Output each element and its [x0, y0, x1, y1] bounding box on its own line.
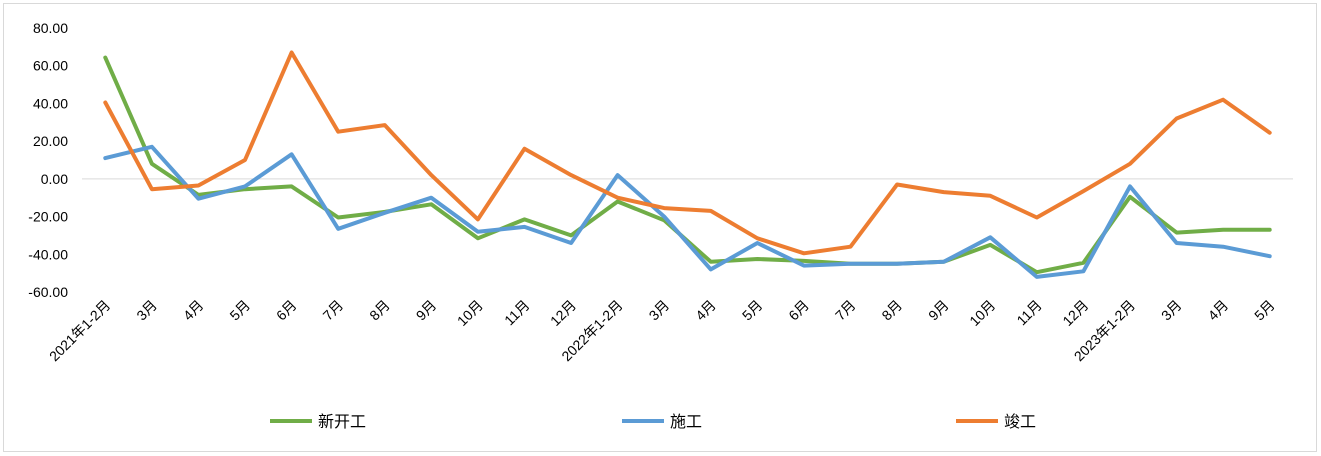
x-tick-label: 3月	[646, 297, 673, 324]
x-tick-label: 3月	[1158, 297, 1185, 324]
x-tick-label: 9月	[413, 297, 440, 324]
legend-label: 竣工	[1004, 412, 1036, 431]
legend-label: 新开工	[318, 412, 366, 431]
series-lines	[103, 50, 1272, 279]
x-tick-label: 10月	[966, 297, 998, 329]
x-tick-label: 2021年1-2月	[46, 297, 113, 364]
x-tick-label: 11月	[501, 297, 532, 328]
x-tick-label: 5月	[1251, 297, 1278, 324]
y-axis: 80.00 60.00 40.00 20.00 0.00 -20.00 -40.00 -60.…	[28, 20, 68, 300]
y-tick-label: -20.00	[28, 209, 68, 225]
y-tick-label: 0.00	[41, 171, 68, 187]
x-tick-label: 5月	[739, 297, 766, 324]
x-tick-label: 4月	[692, 297, 719, 324]
x-tick-label: 4月	[180, 297, 207, 324]
series-line-1	[103, 144, 1272, 279]
x-tick-label: 11月	[1013, 297, 1044, 328]
x-tick-label: 6月	[785, 297, 812, 324]
y-tick-label: 80.00	[33, 20, 68, 36]
x-tick-label: 10月	[454, 297, 486, 329]
x-tick-label: 5月	[226, 297, 253, 324]
x-tick-label: 7月	[832, 297, 859, 324]
x-tick-label: 12月	[1059, 297, 1091, 329]
x-tick-label: 12月	[547, 297, 579, 329]
x-tick-label: 6月	[273, 297, 300, 324]
x-tick-label: 7月	[320, 297, 347, 324]
y-tick-label: 60.00	[33, 58, 68, 74]
y-tick-label: 20.00	[33, 133, 68, 149]
y-tick-label: 40.00	[33, 95, 68, 111]
y-tick-label: -60.00	[28, 284, 68, 300]
legend-label: 施工	[670, 412, 702, 431]
chart-frame	[3, 3, 1317, 452]
x-tick-label: 8月	[366, 297, 393, 324]
x-tick-label: 9月	[925, 297, 952, 324]
y-tick-label: -40.00	[28, 246, 68, 262]
series-line-2	[103, 50, 1272, 256]
x-tick-label: 8月	[878, 297, 905, 324]
x-axis: 2021年1-2月 3月 4月 5月 6月 7月 8月 9月 10月 11月 12月2022年1-2…	[46, 297, 1278, 364]
legend: 新开工 施工 竣工	[270, 412, 1036, 431]
x-tick-label: 3月	[133, 297, 160, 324]
x-tick-label: 4月	[1205, 297, 1232, 324]
